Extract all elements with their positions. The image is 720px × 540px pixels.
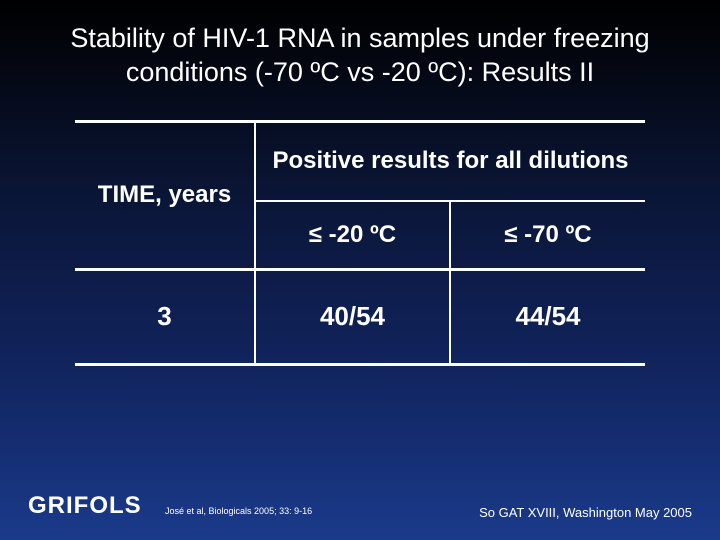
cell-minus70: 44/54 (450, 269, 645, 364)
conference-text: So GAT XVIII, Washington May 2005 (479, 505, 692, 520)
header-col-minus70: ≤ -70 ºC (450, 201, 645, 269)
citation-text: José et al, Biologicals 2005; 33: 9-16 (165, 506, 312, 516)
cell-minus20: 40/54 (255, 269, 450, 364)
results-table-container: TIME, years Positive results for all dil… (75, 120, 645, 366)
cell-time: 3 (75, 269, 255, 364)
grifols-logo: GRIFOLS (28, 492, 142, 520)
results-table: TIME, years Positive results for all dil… (75, 120, 645, 366)
header-positive: Positive results for all dilutions (255, 121, 645, 201)
header-col-minus20: ≤ -20 ºC (255, 201, 450, 269)
footer: GRIFOLS José et al, Biologicals 2005; 33… (0, 492, 720, 520)
header-time: TIME, years (75, 121, 255, 269)
slide-title: Stability of HIV-1 RNA in samples under … (0, 0, 720, 90)
